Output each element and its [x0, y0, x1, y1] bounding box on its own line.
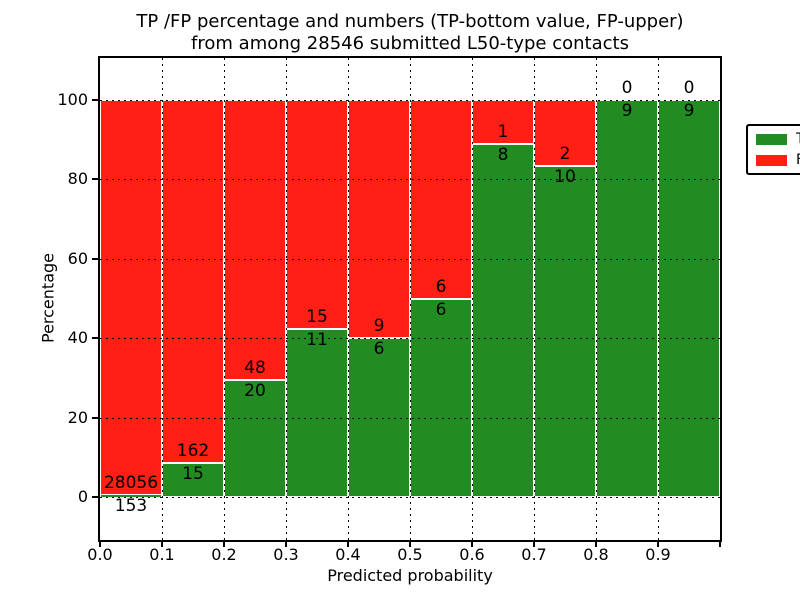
- x-tick-label: 0.9: [645, 545, 671, 564]
- x-tick-label: 0.3: [273, 545, 299, 564]
- tp-color-swatch: [756, 133, 787, 145]
- tp-count-label: 6: [435, 299, 447, 320]
- tp-count-label: 9: [621, 101, 633, 121]
- tp-count-label: 8: [497, 145, 509, 166]
- legend-tp-label: TP: [796, 132, 800, 146]
- x-axis-label: Predicted probability: [327, 566, 493, 585]
- fp-count-label: 6: [435, 276, 447, 297]
- legend-box: TP FP: [746, 124, 800, 175]
- x-tick-label: 0.8: [583, 545, 609, 564]
- y-axis-tick: [92, 496, 98, 498]
- x-axis-tick: [99, 542, 101, 547]
- x-axis-tick: [533, 542, 535, 547]
- x-axis-tick: [471, 542, 473, 547]
- fp-bar-segment: [162, 100, 224, 464]
- y-axis-label: Percentage: [38, 252, 58, 344]
- tp-count-label: 6: [373, 339, 385, 360]
- x-axis-tick: [595, 542, 597, 547]
- fp-count-label: 1: [497, 122, 509, 143]
- legend-entry-fp: FP: [756, 153, 800, 167]
- x-tick-label: 0.0: [87, 545, 113, 564]
- y-axis-tick: [92, 337, 98, 340]
- fp-count-label: 2: [559, 144, 571, 165]
- x-axis-tick: [223, 542, 225, 547]
- legend-fp-label: FP: [796, 153, 800, 167]
- tp-bar-segment: [410, 298, 472, 497]
- x-tick-label: 0.6: [459, 545, 485, 564]
- fp-bar-segment: [348, 100, 410, 339]
- tp-count-label: 15: [182, 464, 204, 485]
- chart-title-line2: from among 28546 submitted L50-type cont…: [191, 33, 629, 54]
- y-tick-label: 60: [67, 248, 88, 268]
- tp-bar-segment: [286, 329, 348, 497]
- x-tick-label: 0.2: [211, 545, 237, 564]
- gridline-vertical: [162, 58, 163, 540]
- y-axis-tick: [92, 257, 98, 260]
- gridline-vertical: [224, 58, 225, 540]
- x-axis-tick: [657, 542, 659, 547]
- x-tick-label: 0.4: [335, 545, 361, 564]
- y-tick-label: 40: [67, 328, 88, 348]
- tp-count-label: 11: [306, 330, 328, 351]
- tp-count-label: 9: [683, 101, 695, 121]
- plot-area: 28056 153 162 15 48 20 15 11 9 6 6 6 1 8 2 10 0 9 0 9: [100, 58, 720, 540]
- x-tick-label: 0.5: [397, 545, 423, 564]
- fp-count-label: 15: [306, 307, 328, 328]
- y-tick-label: 0: [77, 487, 88, 506]
- tp-bar-segment: [596, 100, 658, 497]
- x-axis-tick: [409, 542, 411, 547]
- x-axis-tick: [347, 542, 349, 547]
- gridline-vertical: [534, 58, 535, 540]
- fp-bar-segment: [534, 100, 596, 167]
- gridline-vertical: [348, 58, 349, 540]
- tp-bar-segment: [472, 144, 534, 497]
- x-tick-label: 0.7: [521, 545, 547, 564]
- tp-count-label: 153: [114, 495, 148, 516]
- tp-count-label: 20: [244, 381, 266, 402]
- gridline-vertical: [410, 58, 411, 540]
- tp-bar-segment: [100, 494, 162, 497]
- tp-count-label: 10: [554, 167, 576, 188]
- fp-bar-segment: [286, 100, 348, 330]
- tp-bar-segment: [224, 380, 286, 497]
- x-axis-tick: [161, 542, 163, 547]
- fp-count-label: 28056: [103, 472, 159, 493]
- fp-count-label: 48: [244, 358, 266, 379]
- tp-bar-segment: [534, 166, 596, 497]
- legend-entry-tp: TP: [756, 132, 800, 146]
- y-tick-label: 100: [57, 90, 88, 109]
- fp-count-label: 9: [373, 316, 385, 337]
- gridline-vertical: [596, 58, 597, 540]
- fp-bar-segment: [410, 100, 472, 299]
- fp-count-label: 162: [176, 441, 210, 462]
- y-tick-label: 20: [67, 407, 88, 427]
- chart-title-line1: TP /FP percentage and numbers (TP-bottom…: [136, 11, 684, 32]
- x-axis-tick: [285, 542, 287, 547]
- y-axis-tick: [92, 99, 98, 101]
- y-tick-label: 80: [67, 169, 88, 189]
- y-axis-tick: [92, 178, 98, 181]
- fp-color-swatch: [756, 154, 787, 166]
- gridline-vertical: [472, 58, 473, 540]
- gridline-vertical: [286, 58, 287, 540]
- fp-bar-segment: [100, 100, 162, 495]
- tp-bar-segment: [658, 100, 720, 497]
- fp-count-label: 0: [683, 78, 695, 98]
- x-axis-tick: [719, 542, 721, 547]
- y-axis-tick: [92, 416, 98, 419]
- fp-count-label: 0: [621, 78, 633, 98]
- gridline-vertical: [658, 58, 659, 540]
- x-tick-label: 0.1: [149, 545, 175, 564]
